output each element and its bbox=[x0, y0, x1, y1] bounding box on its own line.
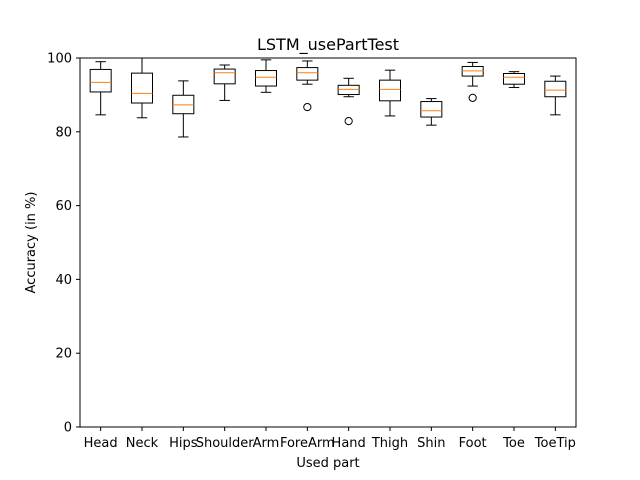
x-tick-label: ForeArm bbox=[280, 436, 335, 451]
iqr-box bbox=[213, 68, 236, 85]
iqr-box bbox=[131, 72, 153, 104]
box-head bbox=[89, 61, 112, 116]
y-tick-label: 20 bbox=[55, 347, 72, 362]
y-tick-label: 100 bbox=[47, 52, 72, 67]
box-hand bbox=[337, 77, 360, 126]
iqr-box bbox=[379, 79, 401, 102]
x-tick-label: Shin bbox=[417, 436, 445, 451]
x-tick-label: Thigh bbox=[371, 436, 408, 451]
x-tick-label: Head bbox=[84, 436, 118, 451]
iqr-box bbox=[420, 101, 443, 118]
box-shin bbox=[420, 98, 443, 126]
iqr-box bbox=[296, 67, 319, 81]
outlier-point bbox=[303, 102, 312, 112]
box-forearm bbox=[296, 60, 319, 112]
box-shoulder bbox=[213, 64, 236, 101]
iqr-box bbox=[503, 72, 525, 85]
box-foot bbox=[461, 61, 484, 102]
y-tick-label: 80 bbox=[55, 125, 72, 140]
box-toe bbox=[503, 71, 525, 89]
y-tick-label: 40 bbox=[55, 273, 72, 288]
x-tick-label: Hand bbox=[332, 436, 366, 451]
x-tick-label: Neck bbox=[126, 436, 159, 451]
y-tick-label: 60 bbox=[55, 199, 72, 214]
y-tick-label: 0 bbox=[64, 421, 72, 436]
x-tick-label: Hips bbox=[169, 436, 198, 451]
plot-frame bbox=[79, 57, 577, 428]
iqr-box bbox=[89, 68, 112, 93]
y-axis-title: Accuracy (in %) bbox=[24, 192, 39, 294]
plot-area bbox=[89, 57, 567, 138]
iqr-box bbox=[544, 80, 567, 98]
iqr-box bbox=[337, 84, 360, 96]
box-thigh bbox=[379, 69, 401, 117]
x-tick-label: Toe bbox=[502, 436, 525, 451]
x-tick-label: Arm bbox=[253, 436, 280, 451]
outlier-point bbox=[344, 116, 353, 126]
x-tick-label: ToeTip bbox=[534, 436, 576, 451]
outlier-point bbox=[468, 93, 477, 102]
chart-title: LSTM_usePartTest bbox=[257, 35, 399, 55]
box-toetip bbox=[544, 75, 567, 116]
box-arm bbox=[255, 59, 277, 93]
iqr-box bbox=[255, 70, 277, 87]
x-axis-title: Used part bbox=[296, 456, 359, 471]
x-tick-label: Foot bbox=[459, 436, 487, 451]
x-tick-label: Shoulder bbox=[196, 436, 255, 451]
box-hips bbox=[172, 80, 195, 138]
